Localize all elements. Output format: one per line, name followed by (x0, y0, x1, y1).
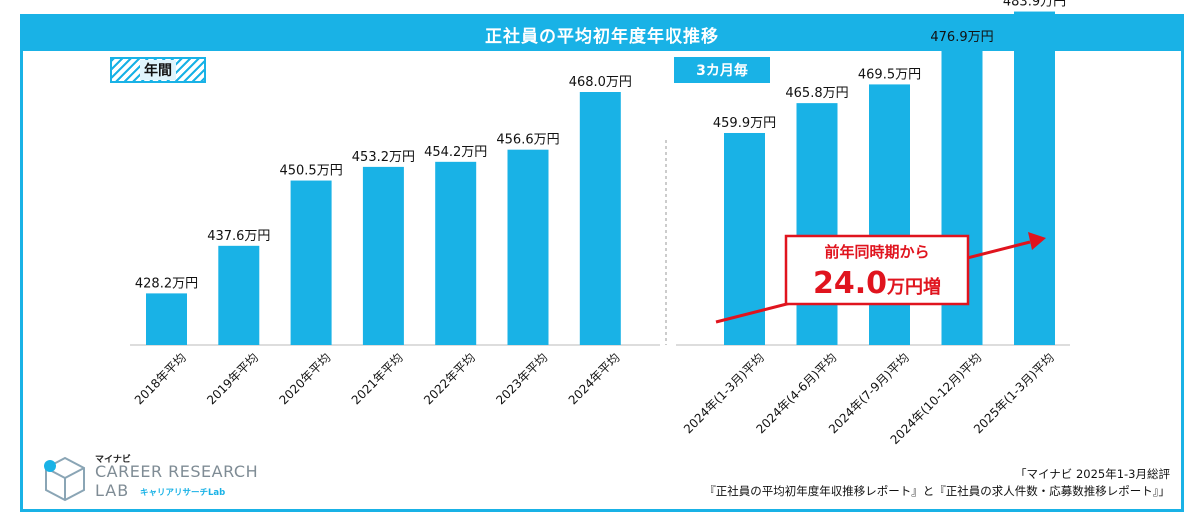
bar-2018年平均 (146, 293, 187, 345)
career-research-lab-logo: マイナビ CAREER RESEARCH LAB キャリアリサーチLab (40, 452, 260, 502)
annotation-big-number: 24.0 (813, 266, 887, 301)
bar-2025年(1-3月)平均 (1014, 11, 1055, 346)
data-label: 483.9万円 (1003, 0, 1066, 10)
category-label: 2024年(4-6月)平均 (753, 350, 839, 436)
data-label: 450.5万円 (279, 164, 342, 179)
quarterly-tag: 3カ月毎 (674, 57, 770, 83)
source-line1: 「マイナビ 2025年1-3月総評 (1015, 467, 1170, 481)
annotation-unit: 万円増 (886, 276, 941, 298)
category-label: 2021年平均 (349, 350, 406, 407)
annotation-value: 24.0万円増 (813, 266, 941, 301)
logo-line1: CAREER RESEARCH (95, 462, 259, 481)
bar-2024年(4-6月)平均 (796, 103, 838, 346)
bar-2024年平均 (579, 92, 621, 345)
category-label: 2020年平均 (276, 350, 333, 407)
bar-2024年(7-9月)平均 (869, 84, 910, 345)
increase-annotation: 前年同時期から 24.0万円増 (715, 232, 1046, 324)
category-label: 2019年平均 (204, 350, 261, 407)
data-label: 437.6万円 (207, 229, 270, 244)
data-label: 456.6万円 (496, 133, 559, 148)
annual-tag: 年間 (110, 57, 206, 83)
data-label: 454.2万円 (424, 145, 487, 160)
bar-2019年平均 (218, 245, 260, 345)
logo-kana: キャリアリサーチLab (140, 488, 226, 498)
bar-2023年平均 (507, 149, 549, 345)
trend-arrow-head (1028, 232, 1046, 250)
data-label: 468.0万円 (569, 75, 632, 90)
logo-line2: LAB (95, 481, 130, 500)
annual-tag-label: 年間 (140, 60, 176, 80)
bar-2021年平均 (362, 166, 404, 345)
source-note: 「マイナビ 2025年1-3月総評 『正社員の平均初年度年収推移レポート』と『正… (704, 466, 1170, 500)
annotation-line1: 前年同時期から (824, 243, 929, 261)
bar-2022年平均 (435, 161, 477, 345)
data-label: 476.9万円 (930, 30, 993, 45)
category-label: 2024年平均 (566, 350, 623, 407)
bar-2024年(1-3月)平均 (724, 132, 765, 345)
data-label: 469.5万円 (858, 67, 921, 82)
data-label: 465.8万円 (785, 86, 848, 101)
data-label: 428.2万円 (135, 276, 198, 291)
category-label: 2018年平均 (132, 350, 189, 407)
category-label: 2024年(7-9月)平均 (826, 350, 912, 436)
source-line2: 『正社員の平均初年度年収推移レポート』と『正社員の求人件数・応募数推移レポート』… (704, 484, 1170, 498)
data-label: 453.2万円 (352, 150, 415, 165)
annotation-box (784, 234, 970, 306)
cube-logo-icon (44, 456, 85, 502)
category-label: 2024年(1-3月)平均 (681, 350, 767, 436)
category-label: 2025年(1-3月)平均 (971, 350, 1057, 436)
bar-2020年平均 (290, 180, 332, 345)
chart-title: 正社員の平均初年度年収推移 (23, 17, 1181, 51)
category-label: 2022年平均 (421, 350, 478, 407)
data-label: 459.9万円 (713, 116, 776, 131)
category-label: 2023年平均 (493, 350, 550, 407)
logo-small-text: マイナビ (95, 455, 131, 465)
